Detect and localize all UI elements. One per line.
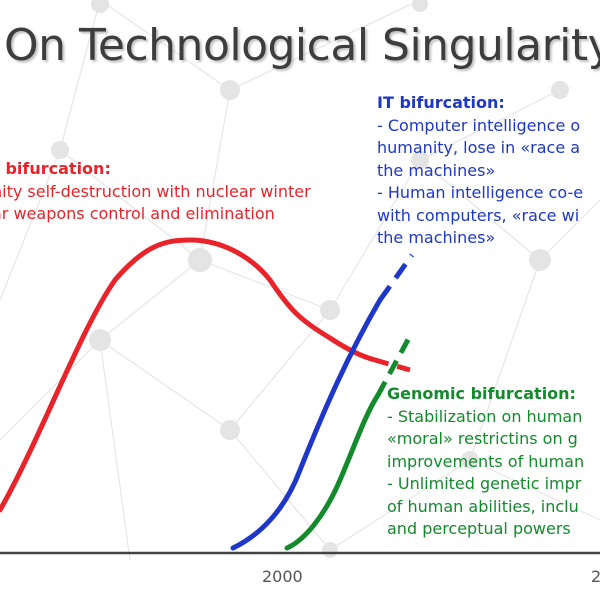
x-tick-label: 2000 — [262, 567, 303, 586]
it-line: - Computer intelligence o — [377, 115, 581, 135]
it-curve-dashed — [377, 253, 415, 302]
nuclear-line: nity self-destruction with nuclear winte… — [0, 181, 311, 201]
nuclear-bifurcation-text: r bifurcation: nity self-destruction wit… — [0, 158, 311, 226]
genomic-line: «moral» restrictins on g — [387, 429, 578, 448]
it-line: with computers, «race wi — [377, 205, 580, 225]
nuclear-curve — [0, 237, 378, 513]
nuclear-heading: r bifurcation: — [0, 159, 111, 178]
it-line: the machines» — [377, 228, 496, 247]
it-curve — [230, 297, 383, 551]
page-title: On Technological Singularity — [4, 20, 600, 71]
genomic-line: of human abilities, inclu — [387, 496, 579, 516]
it-line: humanity, lose in «race a — [377, 138, 581, 157]
genomic-heading: Genomic bifurcation: — [387, 384, 576, 403]
genomic-line: and perceptual powers — [387, 519, 571, 538]
it-heading: IT bifurcation: — [377, 93, 505, 112]
nuclear-line: ar weapons control and elimination — [0, 204, 275, 223]
it-bifurcation-text: IT bifurcation: - Computer intelligence … — [377, 92, 583, 250]
nuclear-curve-dashed — [374, 357, 411, 373]
genomic-curve-dashed — [375, 334, 413, 397]
it-line: - Human intelligence co-e — [377, 183, 584, 202]
genomic-curve — [284, 392, 381, 551]
x-tick-label: 2 — [591, 567, 600, 586]
it-line: the machines» — [377, 160, 496, 180]
genomic-bifurcation-text: Genomic bifurcation: - Stabilization on … — [387, 383, 584, 541]
genomic-line: - Stabilization on human — [387, 406, 583, 426]
genomic-line: - Unlimited genetic impr — [387, 474, 582, 493]
genomic-line: improvements of human — [387, 451, 585, 471]
